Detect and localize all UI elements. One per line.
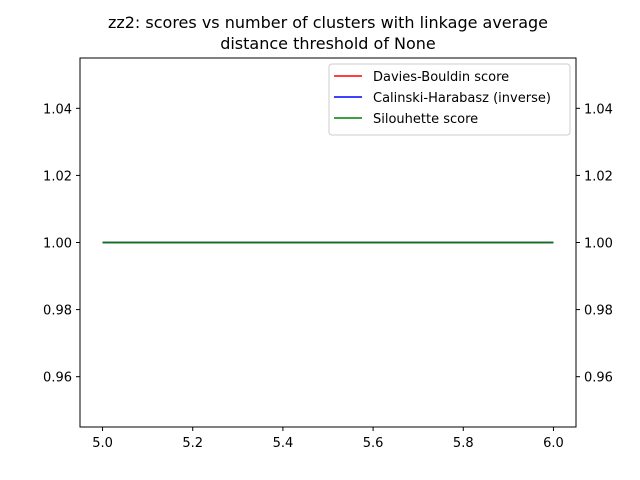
legend-label: Davies-Bouldin score [373, 70, 509, 85]
right-y-tick-label: 1.00 [584, 237, 613, 252]
legend-box [328, 63, 571, 136]
y-tick-label: 1.02 [43, 169, 72, 184]
x-tick-label: 6.0 [543, 436, 564, 451]
legend: Davies-Bouldin score Calinski-Harabasz (i… [328, 63, 571, 136]
right-y-tick-label: 0.96 [584, 371, 613, 386]
y-axis-left: 0.96 0.98 1.00 1.02 1.04 [43, 102, 80, 386]
y-tick-label: 1.04 [43, 102, 72, 117]
x-tick-label: 5.2 [182, 436, 203, 451]
y-axis-right: 0.96 0.98 1.00 1.02 1.04 [576, 102, 613, 386]
x-tick-label: 5.4 [273, 436, 294, 451]
right-y-tick-label: 0.98 [584, 304, 613, 319]
legend-label: Silouhette score [373, 112, 478, 127]
x-axis: 5.0 5.2 5.4 5.6 5.8 6.0 [92, 427, 564, 451]
y-tick-label: 0.96 [43, 371, 72, 386]
right-y-tick-label: 1.04 [584, 102, 613, 117]
legend-label: Calinski-Harabasz (inverse) [373, 91, 551, 106]
y-tick-label: 0.98 [43, 304, 72, 319]
right-y-tick-label: 1.02 [584, 169, 613, 184]
chart-subtitle: distance threshold of None [220, 34, 436, 53]
chart-title: zz2: scores vs number of clusters with l… [108, 13, 548, 32]
x-tick-label: 5.6 [363, 436, 384, 451]
x-tick-label: 5.0 [92, 436, 113, 451]
y-tick-label: 1.00 [43, 237, 72, 252]
x-tick-label: 5.8 [453, 436, 474, 451]
